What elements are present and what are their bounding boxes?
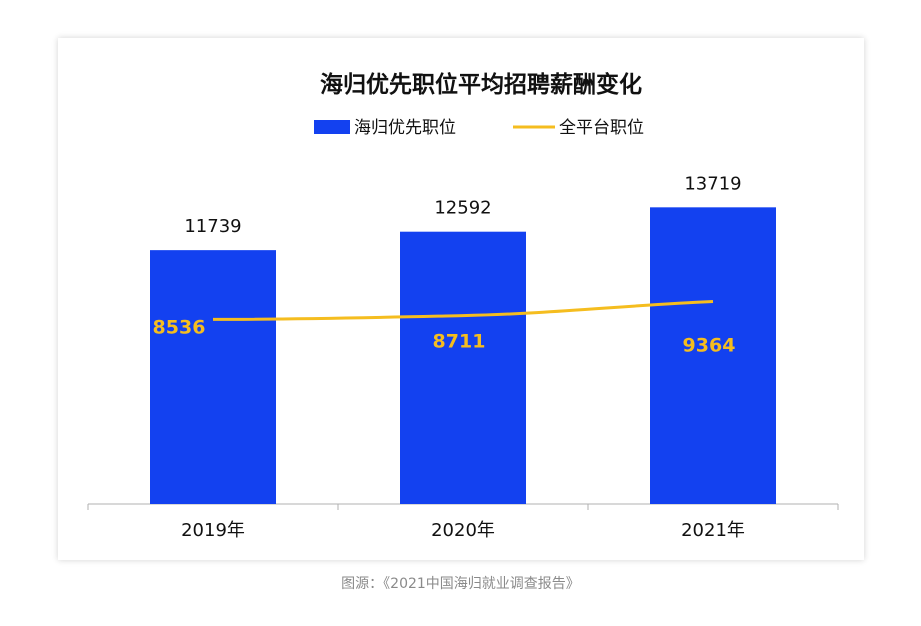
line-value-label: 8711 [433,331,486,353]
legend-swatch-bar [314,120,350,134]
figure-caption: 图源：《2021中国海归就业调查报告》 [341,576,580,592]
line-series [212,300,714,321]
legend-label-bar: 海归优先职位 [354,118,456,138]
chart-svg: 海归优先职位平均招聘薪酬变化 海归优先职位 全平台职位 11739 2019年 12… [87,71,839,541]
x-tick-label: 2019年 [181,520,245,541]
bar [150,250,276,504]
bar [650,207,776,504]
legend: 海归优先职位 全平台职位 [314,118,644,138]
x-tick-label: 2021年 [681,520,745,541]
bar-value-label: 12592 [434,198,491,219]
bar-value-label: 13719 [684,173,741,194]
x-tick-label: 2020年 [431,520,495,541]
line-value-label: 8536 [153,316,206,338]
chart-title: 海归优先职位平均招聘薪酬变化 [320,71,642,98]
line-value-label: 9364 [683,335,736,357]
plot-area: 11739 2019年 12592 2020年 13719 2021年 8536 8711 93… [87,173,839,541]
legend-label-line: 全平台职位 [559,118,644,138]
bar [400,231,526,504]
bar-value-label: 11739 [184,216,241,237]
chart-card: 海归优先职位平均招聘薪酬变化 海归优先职位 全平台职位 11739 2019年 12… [58,38,864,560]
